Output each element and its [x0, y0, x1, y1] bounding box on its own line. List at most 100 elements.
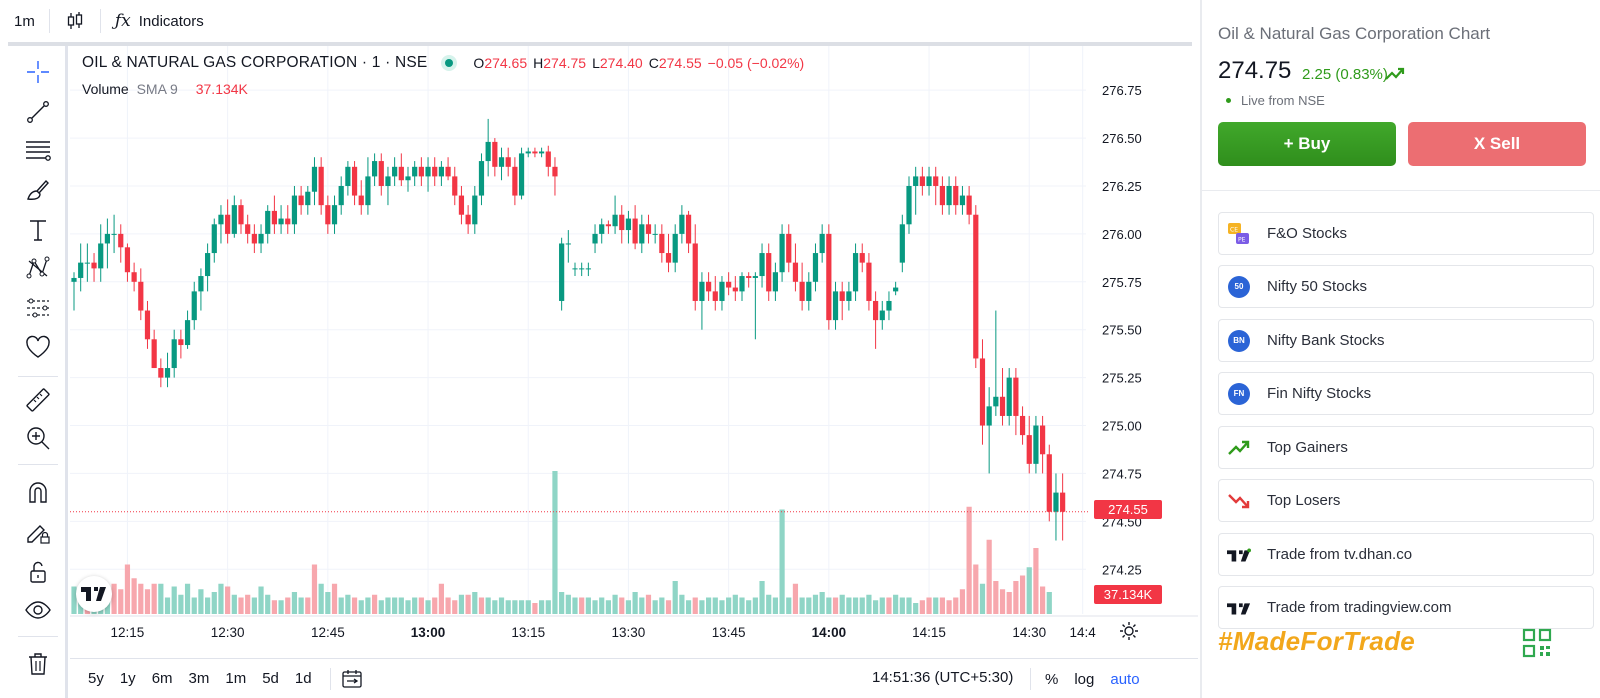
- fib-tool[interactable]: [22, 134, 54, 166]
- candle-body: [893, 287, 899, 292]
- chart-pane[interactable]: 276.75 276.50 276.25 276.00 275.75 275.50 275.…: [70, 46, 1198, 658]
- toolbar-divider: [48, 9, 50, 33]
- candle-body: [478, 161, 485, 196]
- tradingview-logo-icon: [81, 587, 106, 601]
- candle-body: [1053, 492, 1059, 512]
- delete-tool[interactable]: [22, 648, 54, 680]
- range-buttons: 5y 1y 6m 3m 1m 5d 1d: [80, 670, 320, 687]
- volume-bar: [652, 600, 658, 614]
- candle-body: [158, 368, 164, 378]
- volume-bar: [792, 583, 799, 614]
- trash-icon: [29, 653, 47, 675]
- candle-body: [91, 262, 97, 269]
- trade-dhan-link[interactable]: Trade from tv.dhan.co: [1218, 533, 1594, 576]
- candles-icon: [67, 12, 82, 29]
- trend-line-tool[interactable]: [22, 96, 54, 128]
- candle-body: [245, 224, 251, 234]
- candle-body: [1026, 435, 1032, 464]
- candle-body: [866, 262, 872, 301]
- nifty-50-link[interactable]: 50 Nifty 50 Stocks: [1218, 265, 1594, 308]
- forecast-tool[interactable]: [22, 292, 54, 324]
- x-axis-tick-label: 14:00: [812, 625, 847, 640]
- range-button-5y[interactable]: 5y: [88, 670, 104, 687]
- auto-scale-toggle[interactable]: auto: [1110, 670, 1140, 688]
- nifty-bank-link[interactable]: BN Nifty Bank Stocks: [1218, 319, 1594, 362]
- candle-body: [746, 276, 752, 278]
- pattern-tool[interactable]: [22, 252, 54, 284]
- log-scale-toggle[interactable]: log: [1074, 670, 1095, 688]
- magnet-icon: [29, 482, 47, 503]
- ohlc-high: H274.75: [533, 55, 586, 71]
- candle-body: [559, 243, 565, 301]
- range-button-3m[interactable]: 3m: [188, 670, 210, 687]
- top-losers-link[interactable]: Top Losers: [1218, 479, 1594, 522]
- volume-bar: [218, 583, 224, 614]
- drawing-toolbar: [8, 46, 68, 698]
- chart-type-button[interactable]: [50, 0, 100, 42]
- qr-code-icon[interactable]: [1522, 628, 1552, 658]
- clock-readout[interactable]: 14:51:36 (UTC+5:30): [872, 669, 1014, 686]
- volume-bar: [445, 597, 451, 614]
- volume-bar: [278, 600, 284, 614]
- date-range-icon[interactable]: [341, 668, 363, 690]
- candle-body: [819, 233, 825, 254]
- indicators-button[interactable]: ƒx Indicators: [101, 0, 218, 42]
- bottom-divider: [1030, 668, 1031, 690]
- candle-body: [151, 339, 157, 369]
- trend-down-icon: [1227, 489, 1251, 513]
- interval-label: 1m: [14, 12, 35, 30]
- heart-icon: [26, 335, 50, 358]
- top-gainers-link[interactable]: Top Gainers: [1218, 426, 1594, 469]
- lock-tool[interactable]: [22, 556, 54, 588]
- volume-bar: [492, 600, 498, 614]
- range-button-1d[interactable]: 1d: [294, 670, 312, 687]
- y-axis-tick-label: 275.50: [1102, 323, 1142, 338]
- volume-bar: [719, 600, 725, 614]
- sell-button[interactable]: X Sell: [1408, 122, 1586, 166]
- last-price-badge: 274.55: [1094, 500, 1162, 519]
- zoom-tool[interactable]: [22, 422, 54, 454]
- top-gainers-label: Top Gainers: [1267, 439, 1348, 456]
- candle-body: [886, 300, 892, 311]
- range-button-1y[interactable]: 1y: [119, 670, 136, 687]
- ohlc-open: O274.65: [473, 55, 527, 71]
- volume-label[interactable]: Volume: [82, 81, 129, 97]
- toolbar-divider: [18, 464, 58, 465]
- range-button-1m[interactable]: 1m: [225, 670, 247, 687]
- measure-tool[interactable]: [22, 384, 54, 416]
- candle-body: [131, 272, 137, 282]
- candle-body: [999, 396, 1006, 416]
- magnet-tool[interactable]: [22, 476, 54, 508]
- fin-nifty-label: Fin Nifty Stocks: [1267, 385, 1372, 402]
- lock-drawings-tool[interactable]: [22, 516, 54, 548]
- interval-button[interactable]: 1m: [0, 0, 49, 42]
- volume-bar: [812, 594, 819, 614]
- range-button-6m[interactable]: 6m: [151, 670, 173, 687]
- current-price: 274.75: [1218, 57, 1292, 84]
- tradingview-icon: [1227, 596, 1251, 620]
- symbol-title[interactable]: OIL & NATURAL GAS CORPORATION · 1 · NSE: [82, 54, 428, 71]
- favorites-tool[interactable]: [22, 331, 54, 363]
- candlestick-chart[interactable]: 276.75 276.50 276.25 276.00 275.75 275.50 275.…: [70, 46, 1198, 658]
- text-tool[interactable]: [22, 214, 54, 246]
- volume-bar: [512, 600, 518, 614]
- buy-button[interactable]: + Buy: [1218, 122, 1396, 166]
- nifty-50-badge: 50: [1228, 275, 1250, 298]
- candle-body: [285, 218, 291, 225]
- fo-stocks-link[interactable]: CE PE F&O Stocks: [1218, 212, 1594, 255]
- volume-bar: [899, 597, 905, 614]
- visibility-tool[interactable]: [22, 594, 54, 626]
- percent-scale-toggle[interactable]: %: [1045, 670, 1059, 688]
- candle-body: [873, 300, 879, 321]
- tradingview-logo[interactable]: [76, 576, 112, 612]
- candle-body: [605, 224, 611, 227]
- trade-tradingview-link[interactable]: Trade from tradingview.com: [1218, 586, 1594, 629]
- brush-tool[interactable]: [22, 174, 54, 206]
- range-button-5d[interactable]: 5d: [262, 670, 279, 687]
- volume-bar: [345, 594, 351, 614]
- crosshair-tool[interactable]: [22, 56, 54, 88]
- volume-bar: [138, 583, 144, 614]
- fin-nifty-link[interactable]: FN Fin Nifty Stocks: [1218, 372, 1594, 415]
- candle-body: [325, 205, 331, 225]
- chart-settings-icon[interactable]: [1118, 620, 1140, 642]
